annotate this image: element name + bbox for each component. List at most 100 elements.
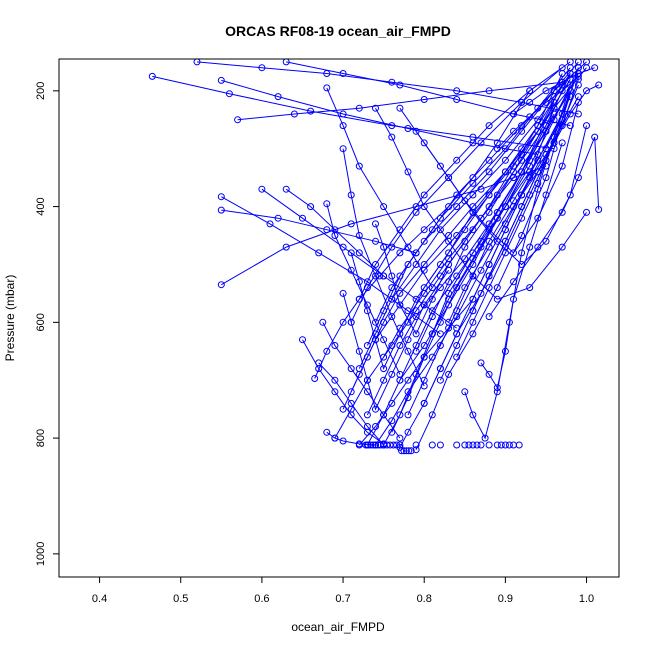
data-point — [404, 125, 412, 132]
data-point — [558, 139, 566, 147]
data-point — [428, 411, 436, 419]
y-tick-label: 800 — [35, 429, 47, 447]
data-point — [485, 272, 493, 280]
data-point — [347, 191, 355, 199]
data-point — [323, 226, 331, 234]
data-point — [510, 295, 517, 303]
data-point — [469, 295, 477, 303]
data-point — [526, 243, 534, 251]
data-point — [363, 353, 371, 361]
data-point — [469, 179, 477, 187]
x-tick-label: 1.0 — [579, 593, 594, 605]
data-point — [526, 113, 534, 121]
data-point — [362, 441, 370, 449]
data-point — [355, 232, 363, 239]
data-point — [372, 441, 379, 449]
data-point — [396, 289, 404, 297]
data-point — [485, 370, 493, 378]
data-point — [299, 336, 306, 344]
data-point — [445, 370, 453, 378]
data-point — [501, 145, 509, 153]
y-tick-label: 600 — [35, 313, 47, 331]
data-point — [485, 156, 493, 164]
data-point — [282, 243, 290, 251]
data-point — [420, 284, 428, 292]
data-point — [380, 318, 388, 326]
data-point — [445, 249, 453, 257]
data-point — [404, 243, 412, 251]
data-point — [518, 261, 526, 268]
data-point — [355, 278, 363, 286]
data-point — [282, 185, 290, 193]
data-point — [339, 122, 347, 130]
data-point — [445, 232, 453, 239]
data-point — [526, 87, 534, 95]
data-point — [493, 295, 501, 303]
series-line-53 — [375, 125, 547, 335]
data-point — [404, 168, 412, 176]
data-point — [347, 249, 355, 257]
data-point — [274, 93, 282, 101]
data-point — [453, 353, 461, 361]
data-point — [380, 411, 388, 419]
data-point — [376, 272, 384, 280]
data-point — [299, 214, 306, 222]
data-point — [331, 388, 339, 396]
data-point — [453, 87, 461, 95]
x-tick-label: 0.7 — [335, 593, 350, 605]
series-line-42 — [391, 61, 579, 300]
data-point — [396, 301, 404, 309]
data-point — [526, 162, 534, 170]
data-point — [217, 193, 225, 201]
data-point — [534, 156, 542, 164]
data-point — [420, 139, 428, 147]
data-point — [485, 168, 493, 176]
data-point — [412, 208, 420, 216]
data-point — [404, 307, 412, 315]
data-point — [380, 272, 388, 280]
data-point — [363, 411, 371, 419]
series-line-11 — [237, 81, 563, 121]
data-point — [534, 214, 542, 222]
data-point — [396, 81, 404, 89]
data-point — [505, 318, 513, 326]
data-point — [420, 203, 428, 211]
y-axis: 200 400 600 800 1000 — [35, 82, 59, 566]
data-point — [420, 342, 428, 349]
data-point — [477, 359, 485, 367]
data-point — [372, 405, 379, 413]
data-point — [331, 434, 339, 442]
data-point — [566, 70, 574, 77]
data-point — [412, 441, 420, 449]
data-point — [510, 127, 517, 135]
series-line-51 — [286, 61, 571, 127]
data-point — [412, 127, 420, 135]
data-point — [396, 411, 404, 419]
data-point — [315, 249, 323, 257]
data-point — [388, 272, 396, 280]
data-point — [234, 116, 242, 124]
data-point — [372, 336, 379, 344]
data-point — [453, 203, 461, 211]
data-point — [388, 342, 396, 349]
data-point — [380, 336, 388, 344]
data-point — [436, 284, 444, 292]
data-point — [404, 411, 412, 419]
data-point — [364, 441, 372, 449]
data-point — [258, 185, 266, 193]
data-point — [550, 104, 558, 112]
series-line-21 — [318, 362, 384, 446]
data-point — [404, 394, 412, 402]
data-point — [534, 179, 542, 187]
data-point — [428, 441, 436, 449]
data-point — [550, 87, 558, 95]
data-point — [363, 388, 371, 396]
data-point — [396, 272, 404, 280]
data-point — [558, 64, 566, 72]
data-point — [217, 281, 225, 289]
data-point — [497, 441, 505, 449]
x-tick-label: 0.9 — [498, 593, 513, 605]
data-point — [493, 384, 501, 392]
series-line-23 — [375, 107, 587, 300]
data-point — [566, 87, 574, 95]
